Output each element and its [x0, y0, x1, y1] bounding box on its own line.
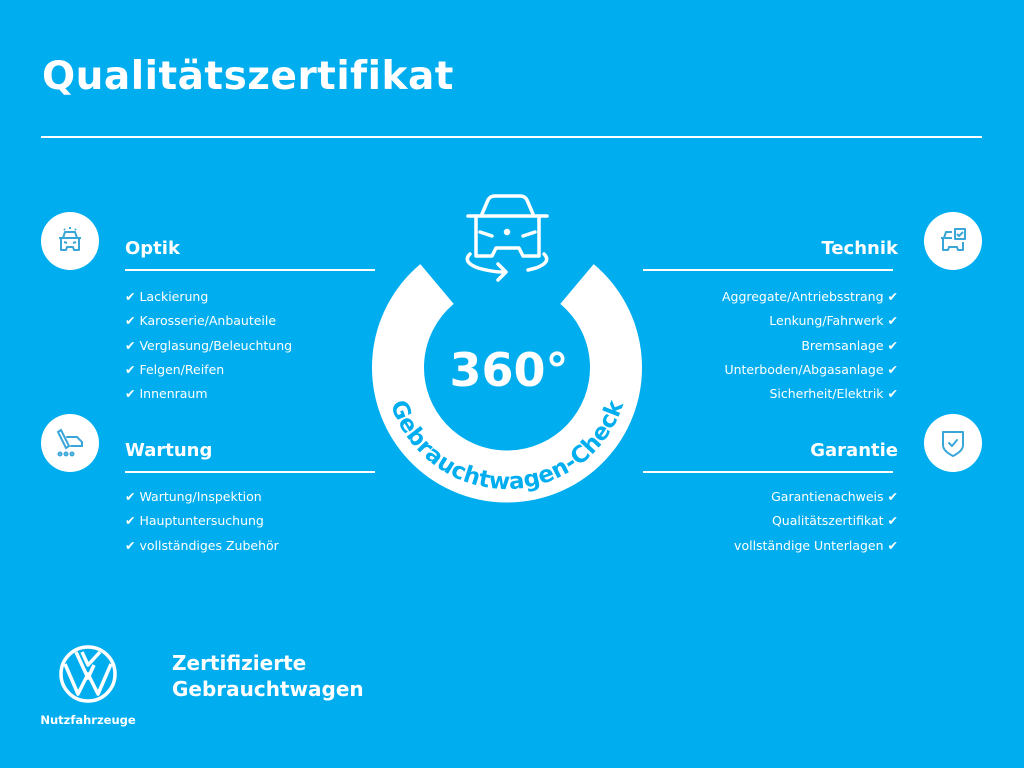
check-icon: ✔	[125, 489, 136, 504]
list-item: Sicherheit/Elektrik ✔	[722, 382, 898, 406]
title-divider	[41, 136, 982, 138]
service-tools-icon	[56, 428, 83, 457]
vw-logo	[59, 645, 117, 703]
optik-heading: Optik	[125, 238, 180, 259]
check-icon: ✔	[887, 361, 898, 377]
list-item: ✔ Felgen/Reifen	[125, 358, 292, 382]
check-icon: ✔	[887, 337, 898, 353]
check-icon: ✔	[125, 513, 136, 529]
garantie-list: Garantienachweis ✔ Qualitätszertifikat ✔…	[734, 485, 898, 558]
wartung-list: ✔ Wartung/Inspektion ✔ Hauptuntersuchung…	[125, 485, 279, 558]
check-icon: ✔	[125, 313, 136, 329]
check-icon: ✔	[887, 513, 898, 529]
technik-list: Aggregate/Antriebsstrang ✔ Lenkung/Fahrw…	[722, 285, 898, 406]
check-icon: ✔	[125, 537, 136, 553]
check-icon: ✔	[887, 537, 898, 553]
item-label: Unterboden/Abgasanlage	[724, 361, 884, 377]
item-label: Hauptuntersuchung	[139, 513, 264, 529]
shield-check-icon	[942, 431, 964, 457]
list-item: Aggregate/Antriebsstrang ✔	[722, 285, 898, 309]
tagline-line2: Gebrauchtwagen	[172, 677, 364, 701]
list-item: ✔ Innenraum	[125, 382, 292, 406]
item-label: Lenkung/Fahrwerk	[769, 313, 884, 329]
check-icon: ✔	[887, 489, 898, 504]
technik-heading: Technik	[821, 238, 898, 259]
item-label: Sicherheit/Elektrik	[769, 386, 884, 402]
item-label: Garantienachweis	[771, 489, 884, 504]
list-item: ✔ Verglasung/Beleuchtung	[125, 334, 292, 358]
optik-divider	[125, 269, 375, 271]
item-label: Lackierung	[139, 289, 209, 304]
list-item: Bremsanlage ✔	[722, 334, 898, 358]
badge-number: 360°	[449, 343, 568, 397]
check-icon: ✔	[125, 289, 136, 304]
car-rotate-icon	[465, 194, 549, 282]
list-item: ✔ Hauptuntersuchung	[125, 509, 279, 533]
list-item: vollständige Unterlagen ✔	[734, 534, 898, 558]
garantie-icon-circle	[924, 414, 982, 472]
optik-list: ✔ Lackierung ✔ Karosserie/Anbauteile ✔ V…	[125, 285, 292, 406]
garantie-heading: Garantie	[810, 440, 898, 461]
list-item: Qualitätszertifikat ✔	[734, 509, 898, 533]
check-icon: ✔	[887, 313, 898, 329]
tagline-line1: Zertifizierte	[172, 651, 307, 675]
list-item: ✔ vollständiges Zubehör	[125, 534, 279, 558]
list-item: Garantienachweis ✔	[734, 485, 898, 509]
list-item: ✔ Wartung/Inspektion	[125, 485, 279, 509]
list-item: ✔ Lackierung	[125, 285, 292, 309]
item-label: Bremsanlage	[801, 337, 884, 353]
technik-divider	[643, 269, 893, 271]
garantie-divider	[643, 471, 893, 473]
item-label: Innenraum	[139, 386, 208, 402]
item-label: vollständiges Zubehör	[139, 537, 279, 553]
wartung-icon-circle	[41, 414, 99, 472]
wartung-divider	[125, 471, 375, 473]
wartung-heading: Wartung	[125, 440, 213, 461]
footer-tagline: Zertifizierte Gebrauchtwagen	[172, 650, 364, 702]
check-icon: ✔	[887, 386, 898, 402]
item-label: Qualitätszertifikat	[771, 513, 884, 529]
check-icon: ✔	[125, 361, 136, 377]
check-icon: ✔	[887, 289, 898, 304]
car-front-icon	[59, 227, 81, 251]
list-item: ✔ Karosserie/Anbauteile	[125, 309, 292, 333]
technik-icon-circle	[924, 212, 982, 270]
item-label: Felgen/Reifen	[139, 361, 225, 377]
item-label: Wartung/Inspektion	[139, 489, 262, 504]
item-label: Karosserie/Anbauteile	[139, 313, 277, 329]
car-checklist-icon	[941, 228, 966, 251]
badge-ring	[372, 264, 642, 503]
optik-icon-circle	[41, 212, 99, 270]
item-label: vollständige Unterlagen	[734, 537, 884, 553]
page-title: Qualitätszertifikat	[42, 54, 454, 99]
list-item: Lenkung/Fahrwerk ✔	[722, 309, 898, 333]
item-label: Aggregate/Antriebsstrang	[721, 289, 884, 304]
brand-name: Nutzfahrzeuge	[40, 713, 136, 727]
check-icon: ✔	[125, 337, 136, 353]
list-item: Unterboden/Abgasanlage ✔	[722, 358, 898, 382]
check-icon: ✔	[125, 386, 136, 402]
item-label: Verglasung/Beleuchtung	[139, 337, 293, 353]
